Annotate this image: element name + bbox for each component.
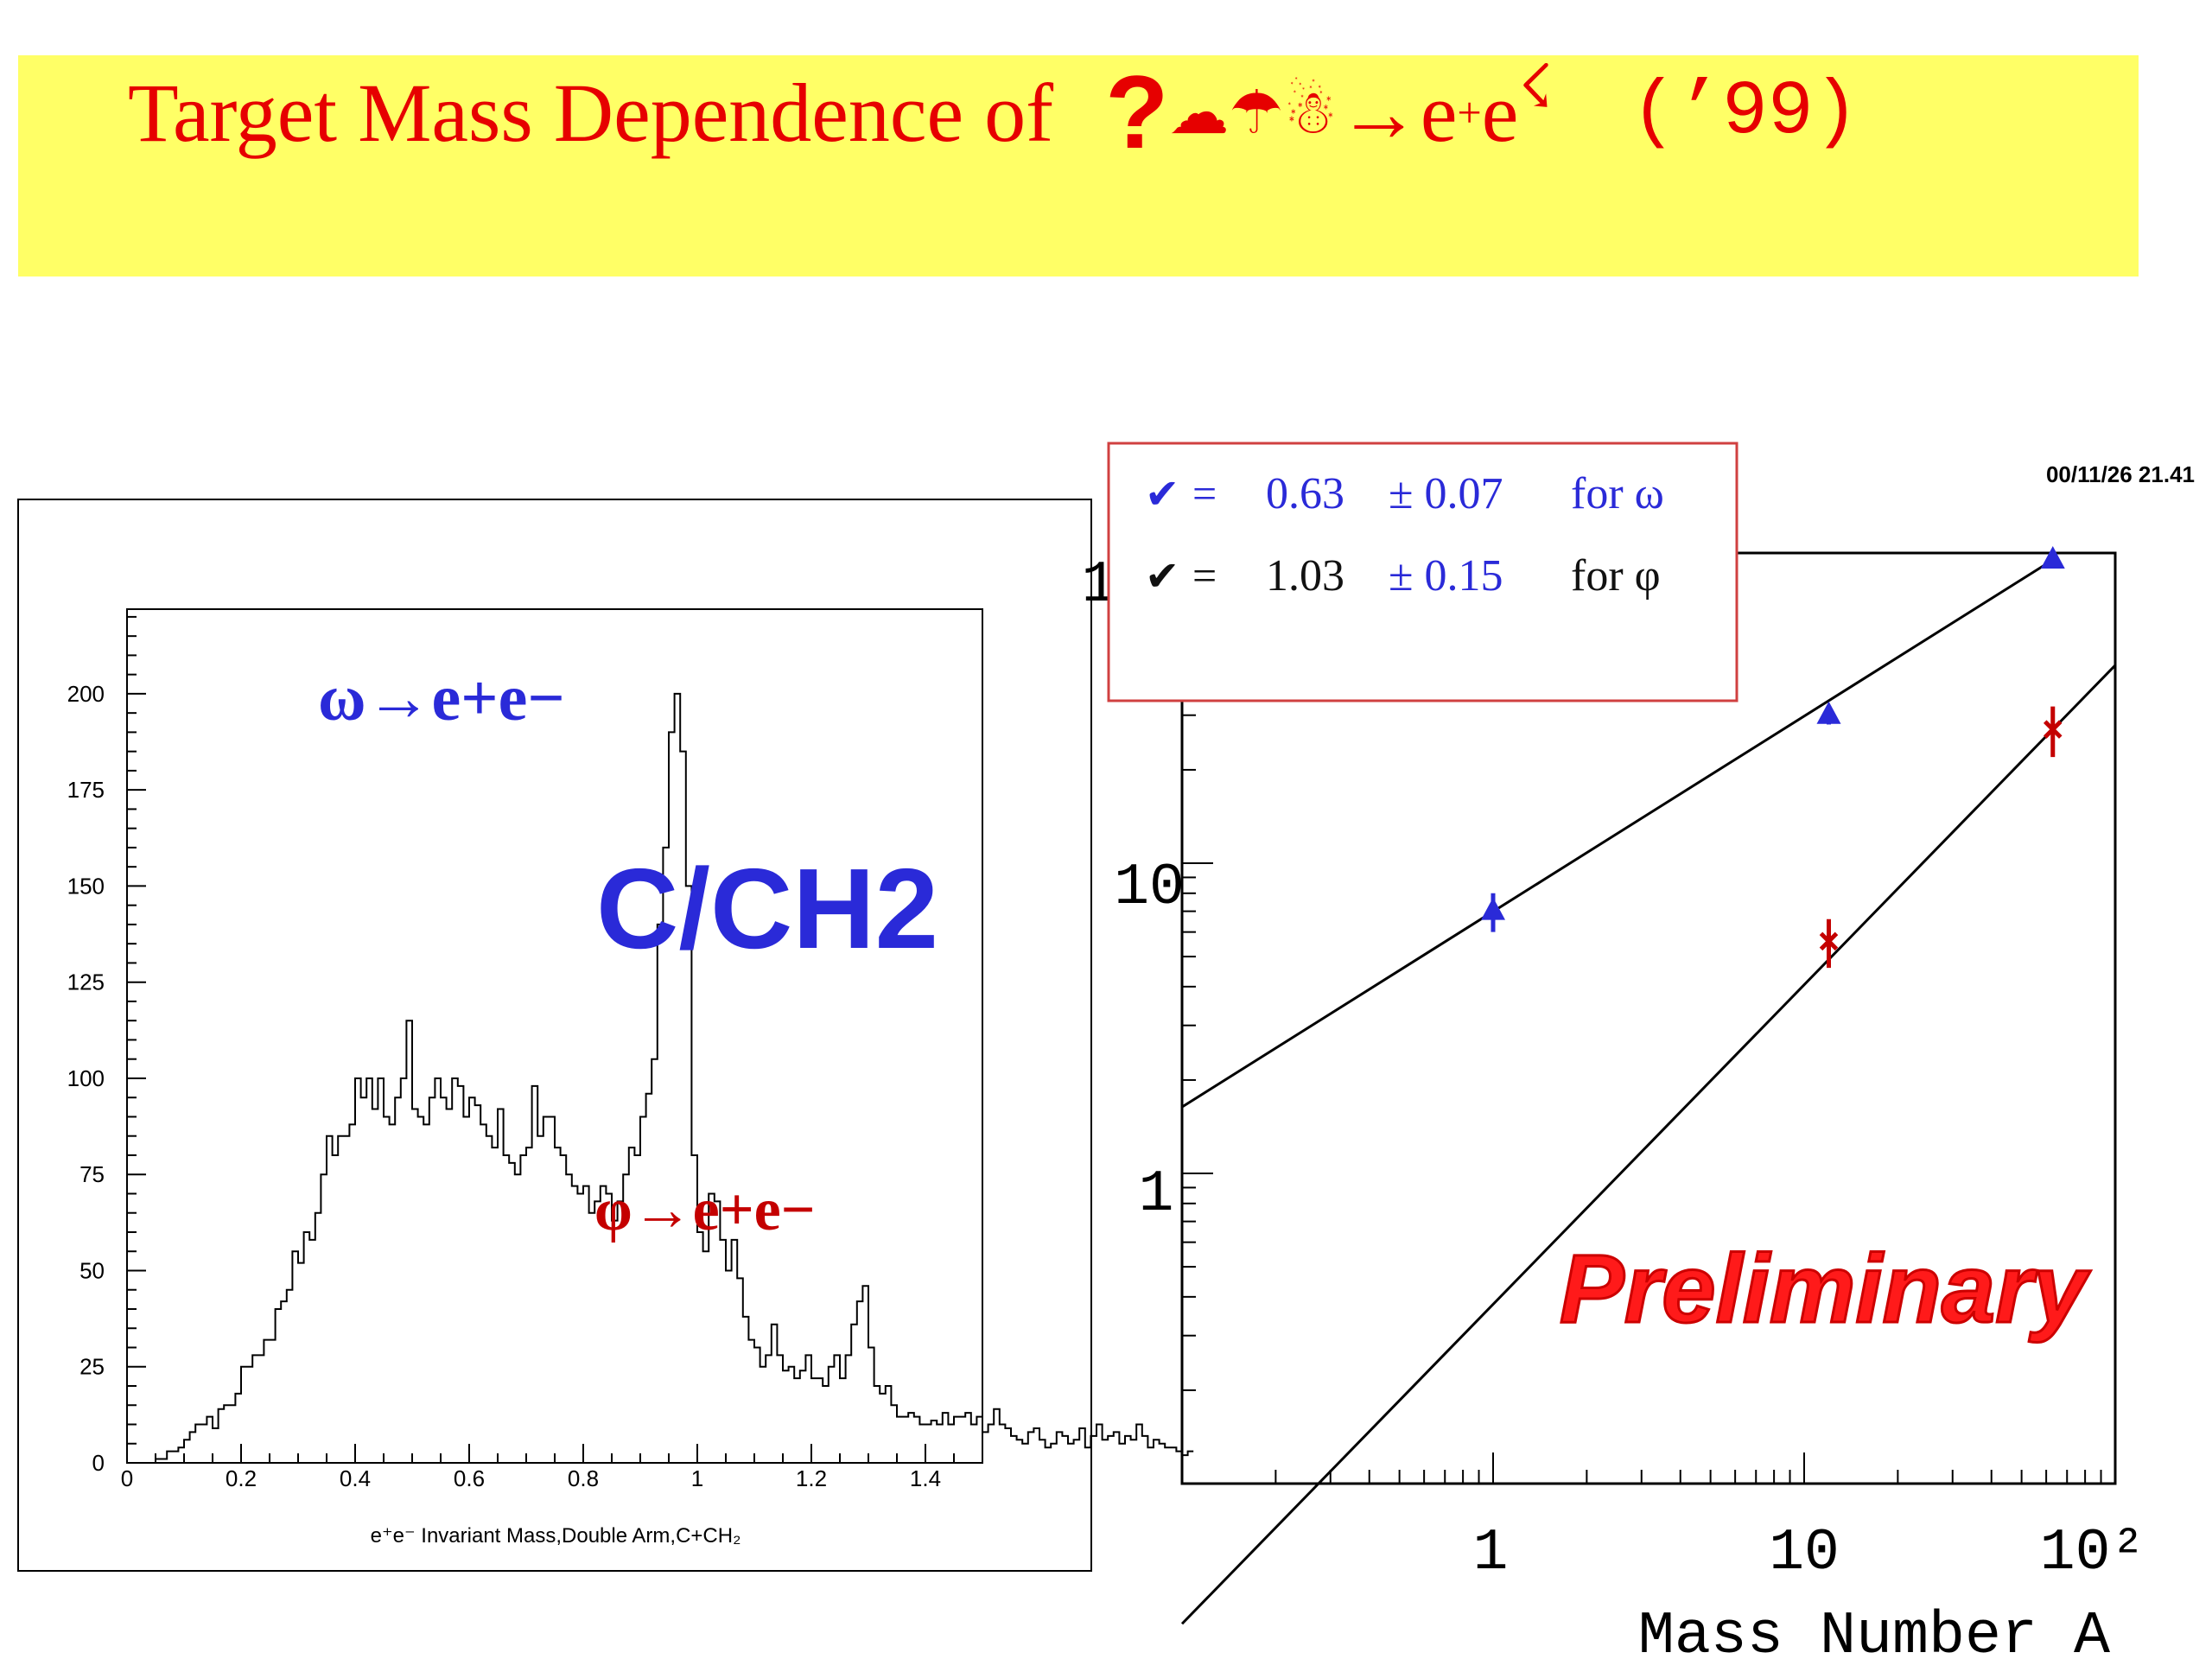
title-sup: + <box>1457 88 1482 137</box>
title-reaction: →e <box>1337 66 1458 159</box>
legend-label-phi: for φ <box>1571 551 1661 601</box>
legend-row-omega: ✔ = 0.63 ± 0.07 for ω <box>1145 469 1664 518</box>
phi-annotation: φ→e+e− <box>594 1177 816 1243</box>
legend-check-omega: ✔ <box>1145 472 1179 518</box>
histogram-plot-frame <box>126 608 983 1464</box>
fit-line-1 <box>1180 664 2117 1625</box>
x-tick-label: 0 <box>121 1465 133 1491</box>
title-main: Target Mass Dependence of <box>128 66 1054 159</box>
omega-annotation: ω→e+e− <box>318 662 565 734</box>
legend-label-omega: for ω <box>1571 469 1664 518</box>
left-panel-frame <box>17 499 1092 1572</box>
x-tick-label-10: 10 <box>1769 1520 1840 1586</box>
y-tick-label: 125 <box>67 969 105 995</box>
legend-check-phi: ✔ <box>1145 554 1179 600</box>
y-tick-label: 50 <box>79 1257 105 1283</box>
x-tick-label: 1.4 <box>910 1465 941 1491</box>
legend-eq-phi: = <box>1192 551 1217 600</box>
y-tick-label-10: 10 <box>1114 855 1185 921</box>
x-tick-label-1: 1 <box>1473 1520 1509 1586</box>
y-tick-label: 150 <box>67 873 105 899</box>
x-tick-label-100: 10² <box>2040 1520 2145 1586</box>
x-tick-label: 1 <box>691 1465 703 1491</box>
x-tick-label: 0.8 <box>568 1465 599 1491</box>
data-point-omega <box>1481 897 1505 920</box>
target-annotation: C/CH2 <box>596 845 938 972</box>
histogram-ticks <box>126 615 983 1464</box>
legend-box <box>1107 442 1738 702</box>
y-tick-label: 175 <box>67 777 105 803</box>
legend-row-phi: ✔ = 1.03 ± 0.15 for φ <box>1145 551 1661 601</box>
title-year: (’99) <box>1630 69 1859 156</box>
legend-err-phi: ± 0.15 <box>1389 551 1503 601</box>
x-tick-label: 1.2 <box>796 1465 827 1491</box>
histogram-series <box>127 692 1194 1464</box>
data-point-omega <box>1816 701 1841 724</box>
timestamp: 00/11/26 21.41 <box>2046 461 2195 487</box>
y-tick-label: 0 <box>92 1450 105 1476</box>
scatter-ticks <box>1181 552 2116 1484</box>
title-symbol-glyphs: ☁☂☃ <box>1168 79 1338 147</box>
histogram-x-axis-label: e⁺e⁻ Invariant Mass,Double Arm,C+CH₂ <box>371 1524 741 1548</box>
x-tick-label: 0.6 <box>454 1465 485 1491</box>
scatter-x-axis-label: Mass Number A <box>1638 1603 2110 1659</box>
data-point-phi <box>2043 720 2063 739</box>
y-tick-label: 75 <box>79 1161 105 1187</box>
y-tick-label: 200 <box>67 681 105 707</box>
data-point-omega <box>2040 545 2065 569</box>
histogram-x-tick-labels: 0 0.2 0.4 0.6 0.8 1 1.2 1.4 <box>121 1465 941 1491</box>
title-e: e <box>1481 66 1519 159</box>
legend-value-phi: 1.03 <box>1266 551 1344 601</box>
scatter-fit-lines <box>1180 558 2117 1625</box>
fit-line-0 <box>1181 558 2054 1109</box>
data-point-phi <box>1819 931 1839 951</box>
legend-err-omega: ± 0.07 <box>1389 469 1503 518</box>
scatter-points <box>1481 545 2065 969</box>
legend-value-omega: 0.63 <box>1266 469 1344 518</box>
y-tick-label-1: 1 <box>1139 1161 1174 1228</box>
title-banner <box>18 55 2139 276</box>
preliminary-label: Preliminary <box>1560 1235 2091 1343</box>
y-tick-label: 25 <box>79 1354 105 1380</box>
slide-title: Target Mass Dependence of ? ☁☂☃ →e + e ☇… <box>128 52 1859 173</box>
x-tick-label: 0.4 <box>340 1465 371 1491</box>
x-tick-label: 0.2 <box>226 1465 257 1491</box>
title-question-glyph: ? <box>1105 54 1169 170</box>
legend-eq-omega: = <box>1192 469 1217 518</box>
histogram-y-tick-labels: 0 25 50 75 100 125 150 175 200 <box>67 681 105 1476</box>
y-tick-label: 100 <box>67 1065 105 1091</box>
title-tail-glyph: ☇ <box>1518 54 1554 121</box>
